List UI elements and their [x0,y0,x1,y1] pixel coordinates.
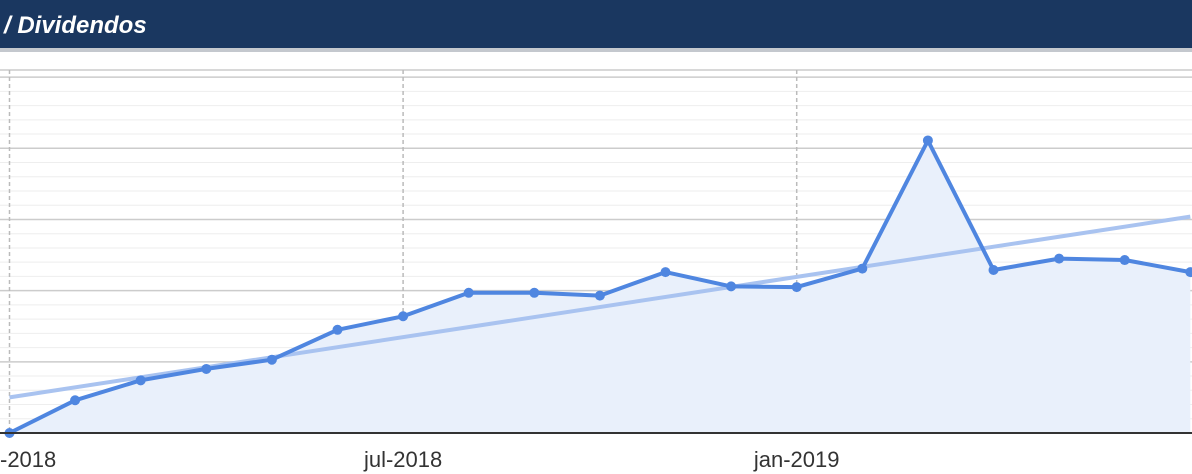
data-point [1185,267,1192,278]
chart-grid [0,69,1192,433]
data-point [988,265,999,276]
chart-header: / Dividendos [0,0,1192,52]
data-point [398,311,409,322]
data-point [1054,253,1065,264]
data-point [594,290,605,301]
data-point [70,395,81,406]
data-point [922,135,933,146]
data-point [1119,255,1130,266]
data-point [726,281,737,292]
data-point [135,375,146,386]
dividend-area-fill [9,140,1191,433]
x-tick-label: jan-2019 [753,447,840,472]
data-point [201,363,212,374]
chart-title: / Dividendos [4,12,147,39]
data-point [266,354,277,365]
x-tick-label: jul-2018 [363,447,442,472]
data-point [791,282,802,293]
data-point [529,287,540,298]
x-tick-label: -2018 [0,447,56,472]
dividend-data-points [4,135,1192,438]
x-axis-tick-labels: -2018 jul-2018 jan-2019 [0,447,840,472]
dividend-area-chart: -2018 jul-2018 jan-2019 [0,69,1192,472]
data-point [857,263,868,274]
data-point [660,267,671,278]
data-point [332,324,343,335]
data-point [463,287,474,298]
